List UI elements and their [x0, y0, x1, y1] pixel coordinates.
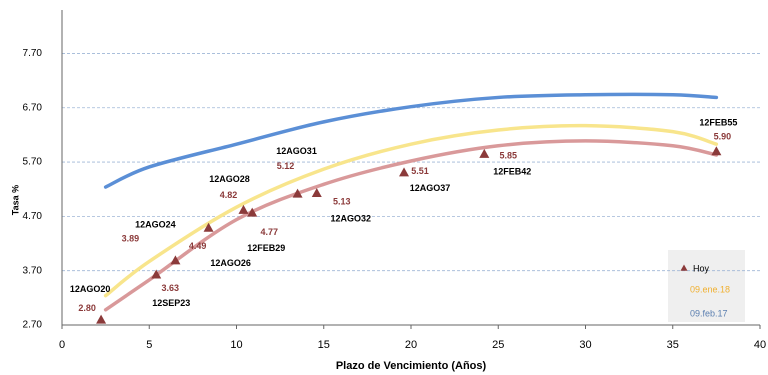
x-tick-label: 35 — [667, 339, 679, 351]
x-axis-title: Plazo de Vencimiento (Años) — [336, 360, 487, 372]
point — [711, 146, 722, 156]
point — [238, 204, 249, 214]
curve — [103, 139, 719, 312]
point-value: 5.90 — [714, 132, 732, 142]
x-tick-label: 30 — [579, 339, 591, 351]
y-tick-label: 7.70 — [23, 48, 43, 59]
y-axis-title: Tasa % — [10, 185, 20, 215]
point-name: 12FEB29 — [247, 243, 285, 253]
x-tick-label: 25 — [492, 339, 504, 351]
point — [170, 255, 181, 265]
point — [311, 188, 322, 198]
point-name: 12AGO28 — [209, 174, 250, 184]
point-name: 12FEB42 — [493, 166, 531, 176]
point-value: 3.63 — [161, 283, 179, 293]
point-name: 12SEP23 — [152, 298, 190, 308]
point-value: 5.51 — [411, 166, 429, 176]
point-name: 12FEB55 — [699, 118, 737, 128]
legend-label: 09.ene.18 — [690, 284, 730, 294]
point-name: 12AGO32 — [331, 213, 372, 223]
y-tick-label: 4.70 — [23, 211, 43, 222]
point — [203, 222, 214, 232]
x-tick-label: 10 — [230, 339, 242, 351]
legend-marker — [680, 264, 688, 271]
point — [151, 269, 162, 279]
x-tick-label: 40 — [754, 339, 766, 351]
point-value: 5.12 — [277, 161, 295, 171]
point-name: 12AGO37 — [410, 183, 451, 193]
curve — [103, 92, 719, 189]
point-value: 3.89 — [122, 234, 140, 244]
legend-label: Hoy — [693, 263, 710, 273]
legend-label: 09.feb.17 — [690, 308, 728, 318]
point-value: 4.82 — [220, 190, 238, 200]
point-value: 4.49 — [189, 241, 207, 251]
point-name: 12AGO31 — [276, 146, 317, 156]
point — [479, 148, 490, 158]
point-name: 12AGO24 — [135, 220, 176, 230]
point — [292, 188, 303, 198]
curve — [103, 123, 719, 298]
y-tick-label: 5.70 — [23, 157, 43, 168]
point — [247, 207, 258, 217]
legend-box — [668, 250, 745, 322]
x-tick-label: 0 — [59, 339, 65, 351]
x-tick-label: 5 — [146, 339, 152, 351]
point-value: 2.80 — [78, 303, 96, 313]
point-value: 5.13 — [333, 196, 351, 206]
y-tick-label: 3.70 — [23, 265, 43, 276]
point — [399, 167, 410, 177]
point-value: 5.85 — [500, 150, 518, 160]
x-tick-label: 20 — [405, 339, 417, 351]
point-name: 12AGO20 — [70, 284, 111, 294]
x-tick-label: 15 — [318, 339, 330, 351]
point-name: 12AGO26 — [210, 258, 251, 268]
point-value: 4.77 — [260, 227, 278, 237]
point — [96, 314, 107, 324]
y-tick-label: 6.70 — [23, 102, 43, 113]
y-tick-label: 2.70 — [23, 320, 43, 331]
